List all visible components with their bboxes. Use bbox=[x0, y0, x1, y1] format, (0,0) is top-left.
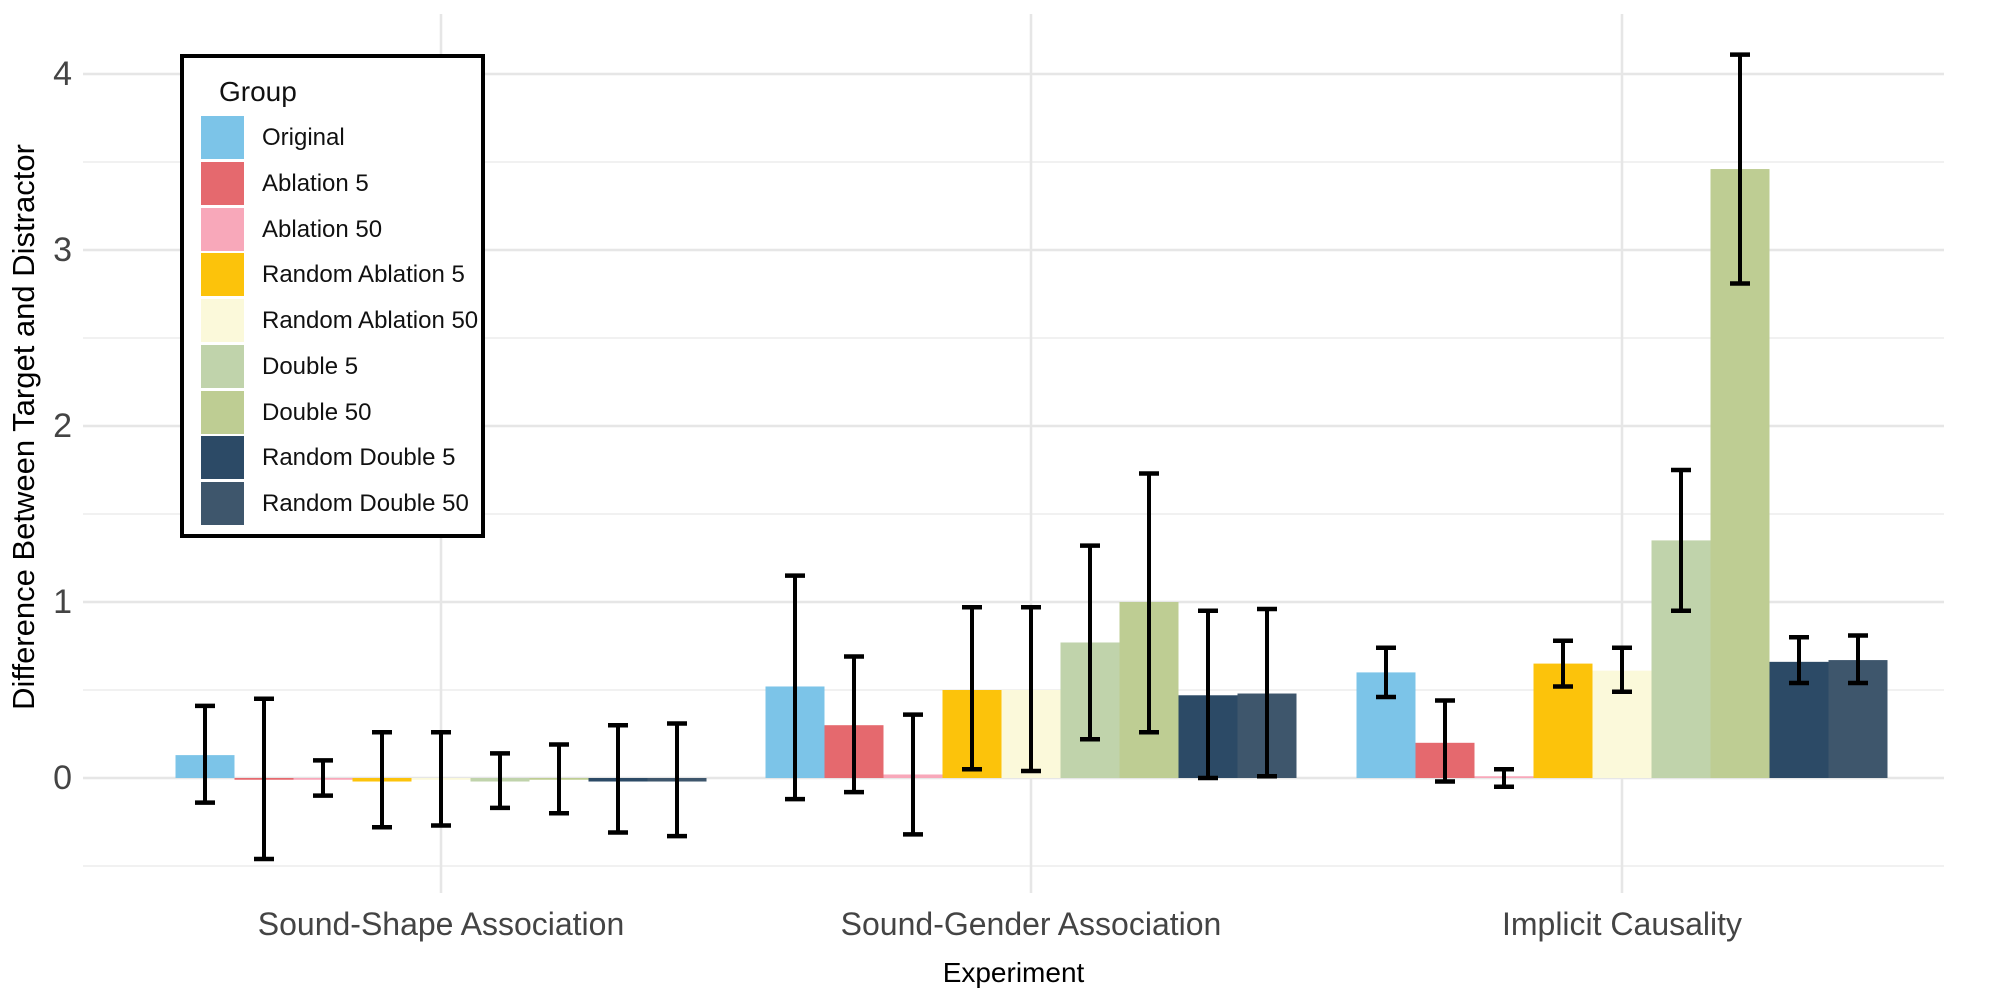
legend-item-random-ablation-50: Random Ablation 50 bbox=[184, 299, 481, 342]
legend-swatch-random-ablation-5 bbox=[201, 253, 244, 297]
legend-swatch-random-double-5 bbox=[201, 436, 244, 480]
legend-item-double-5: Double 5 bbox=[184, 344, 481, 388]
legend-item-double-50: Double 50 bbox=[184, 390, 481, 434]
legend-swatch-random-ablation-50 bbox=[201, 299, 244, 342]
y-tick-label: 1 bbox=[53, 583, 72, 621]
legend-label: Ablation 50 bbox=[262, 215, 383, 243]
y-tick-label: 0 bbox=[53, 759, 72, 797]
legend-label: Double 50 bbox=[262, 398, 372, 426]
legend-swatch-original bbox=[201, 116, 244, 159]
legend-swatch-ablation-5 bbox=[201, 161, 244, 205]
y-tick-label: 4 bbox=[53, 55, 72, 93]
legend-item-ablation-5: Ablation 5 bbox=[184, 161, 481, 205]
legend-item-random-ablation-5: Random Ablation 5 bbox=[184, 253, 481, 297]
x-axis-title: Experiment bbox=[943, 957, 1085, 988]
y-tick-label: 2 bbox=[53, 407, 72, 445]
legend-swatch-double-50 bbox=[201, 390, 244, 434]
legend-swatch-ablation-50 bbox=[201, 207, 244, 251]
legend-label: Random Ablation 5 bbox=[262, 261, 465, 289]
legend-item-ablation-50: Ablation 50 bbox=[184, 207, 481, 251]
x-category-label: Sound-Gender Association bbox=[841, 906, 1222, 942]
legend-label: Random Double 50 bbox=[262, 490, 469, 517]
legend-swatch-random-double-50 bbox=[201, 482, 244, 525]
x-category-label: Implicit Causality bbox=[1502, 906, 1742, 942]
x-category-label: Sound-Shape Association bbox=[258, 906, 624, 942]
legend-swatch-double-5 bbox=[201, 344, 244, 388]
legend-title: Group bbox=[219, 76, 297, 107]
y-axis-title: Difference Between Target and Distractor bbox=[6, 144, 41, 710]
legend-label: Random Ablation 50 bbox=[262, 307, 479, 334]
legend-label: Original bbox=[262, 124, 345, 151]
legend: Group Original Ablation 5 Ablation 50 Rando… bbox=[180, 54, 485, 538]
legend-label: Double 5 bbox=[262, 352, 359, 380]
legend-item-original: Original bbox=[184, 116, 481, 159]
legend-item-random-double-5: Random Double 5 bbox=[184, 436, 481, 480]
legend-label: Random Double 5 bbox=[262, 444, 456, 472]
y-tick-label: 3 bbox=[53, 231, 72, 269]
legend-item-random-double-50: Random Double 50 bbox=[184, 482, 481, 525]
legend-label: Ablation 5 bbox=[262, 169, 369, 197]
